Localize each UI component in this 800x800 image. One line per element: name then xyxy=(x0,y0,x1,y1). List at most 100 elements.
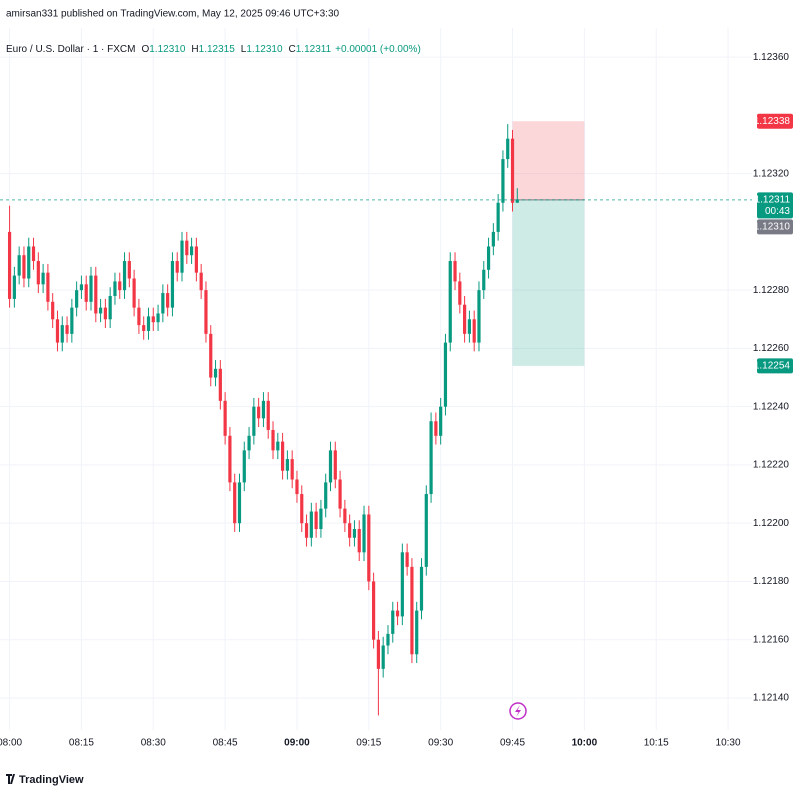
candle-body xyxy=(137,307,141,326)
candle-body xyxy=(463,304,467,334)
candle-body xyxy=(252,406,256,436)
x-tick-label: 09:30 xyxy=(428,738,453,749)
candle-body xyxy=(41,272,45,285)
legend-key: H xyxy=(191,44,198,55)
candle-body xyxy=(146,316,151,331)
candle-body xyxy=(261,400,266,419)
candle-body xyxy=(266,400,270,430)
candle-body xyxy=(324,482,328,509)
candle-body xyxy=(98,307,103,314)
candle-body xyxy=(400,552,404,617)
price-label: 1.12254 xyxy=(754,361,791,372)
legend-key: C xyxy=(289,44,296,55)
legend-value: 1.12310 xyxy=(149,44,186,55)
candle-body xyxy=(477,290,481,343)
candle-body xyxy=(395,610,400,617)
x-tick-label: 08:45 xyxy=(213,738,238,749)
candle-body xyxy=(506,138,510,160)
candle-body xyxy=(405,552,409,567)
legend-symbol: Euro / U.S. Dollar · 1 · FXCM xyxy=(6,44,135,55)
x-tick-label: 09:00 xyxy=(284,738,310,749)
event-icon[interactable] xyxy=(509,702,527,720)
y-tick-label: 1.12200 xyxy=(753,518,790,529)
candle-body xyxy=(309,511,313,538)
candle-body xyxy=(142,325,146,331)
candle-body xyxy=(496,202,500,232)
candle-body xyxy=(122,261,127,291)
candle-body xyxy=(218,368,222,401)
plot: 08:00 08:15 08:30 08:45 09:00 09:15 09:30 09:45… xyxy=(0,28,793,749)
candle-body xyxy=(17,255,21,276)
candle-body xyxy=(242,450,246,483)
candle-body xyxy=(410,566,414,655)
x-tick-label: 10:30 xyxy=(716,738,741,749)
candle-body xyxy=(161,293,165,314)
price-label: 1.12311 xyxy=(755,194,791,205)
candle-body xyxy=(482,269,486,291)
stop-zone xyxy=(512,121,585,200)
candle-body xyxy=(247,435,251,451)
y-tick-label: 1.12240 xyxy=(753,401,790,412)
x-tick-label: 08:30 xyxy=(141,738,166,749)
legend-value: 1.12315 xyxy=(199,44,236,55)
footer-brand[interactable]: TradingView xyxy=(19,774,84,786)
legend-change: +0.00001 (+0.00%) xyxy=(335,44,421,55)
candle-body xyxy=(391,610,395,634)
price-label-bg xyxy=(757,113,793,129)
candle-body xyxy=(189,246,194,256)
candle-body xyxy=(180,240,184,273)
candle-body xyxy=(338,479,342,509)
price-label: 1.12310 xyxy=(754,221,791,232)
candle-body xyxy=(429,421,433,495)
legend: Euro / U.S. Dollar · 1 · FXCM O1.12310 H1.… xyxy=(6,44,421,55)
candle-body xyxy=(36,261,40,285)
candle-body xyxy=(285,459,289,471)
candle-body xyxy=(151,316,155,323)
x-tick-label: 08:00 xyxy=(0,738,23,749)
candle-body xyxy=(84,284,88,302)
candle-body xyxy=(94,275,98,314)
candle-body xyxy=(271,429,275,451)
candle-body xyxy=(70,307,74,334)
y-tick-label: 1.12180 xyxy=(753,576,790,587)
candle-body xyxy=(352,529,357,538)
candle-body xyxy=(314,511,318,530)
legend-key: L xyxy=(241,44,247,55)
candle-body xyxy=(156,313,160,323)
candle-body xyxy=(448,261,452,343)
candle-body xyxy=(280,441,285,471)
candle-body xyxy=(185,240,189,256)
candle-body xyxy=(209,333,213,378)
candle-body xyxy=(89,275,93,302)
candle-body xyxy=(376,639,380,669)
y-tick-label: 1.12260 xyxy=(753,343,790,354)
candle-body xyxy=(46,272,50,302)
candle-body xyxy=(443,342,448,407)
candle-body xyxy=(328,450,333,483)
price-countdown: 00:43 xyxy=(765,206,790,217)
candle-body xyxy=(362,514,366,553)
candle-body xyxy=(170,261,175,308)
candle-body xyxy=(415,610,419,655)
candle-body xyxy=(204,290,208,334)
candle-body xyxy=(22,255,26,279)
candle-body xyxy=(467,319,472,334)
candle-body xyxy=(237,482,242,524)
candle-body xyxy=(27,246,31,279)
candle-body xyxy=(381,645,385,669)
candle-body xyxy=(501,159,505,203)
tradingview-logo[interactable]: TradingView xyxy=(6,774,84,786)
x-tick-label: 10:00 xyxy=(572,738,598,749)
candle-body xyxy=(65,325,69,334)
candle-body xyxy=(127,261,131,279)
candle-body xyxy=(290,459,294,480)
candle-body xyxy=(55,319,60,343)
x-tick-label: 10:15 xyxy=(644,738,669,749)
candle-body xyxy=(228,435,232,483)
y-tick-label: 1.12360 xyxy=(753,52,790,63)
candle-body xyxy=(510,138,515,203)
price-label-bg xyxy=(757,192,793,219)
x-tick-label: 08:15 xyxy=(69,738,94,749)
